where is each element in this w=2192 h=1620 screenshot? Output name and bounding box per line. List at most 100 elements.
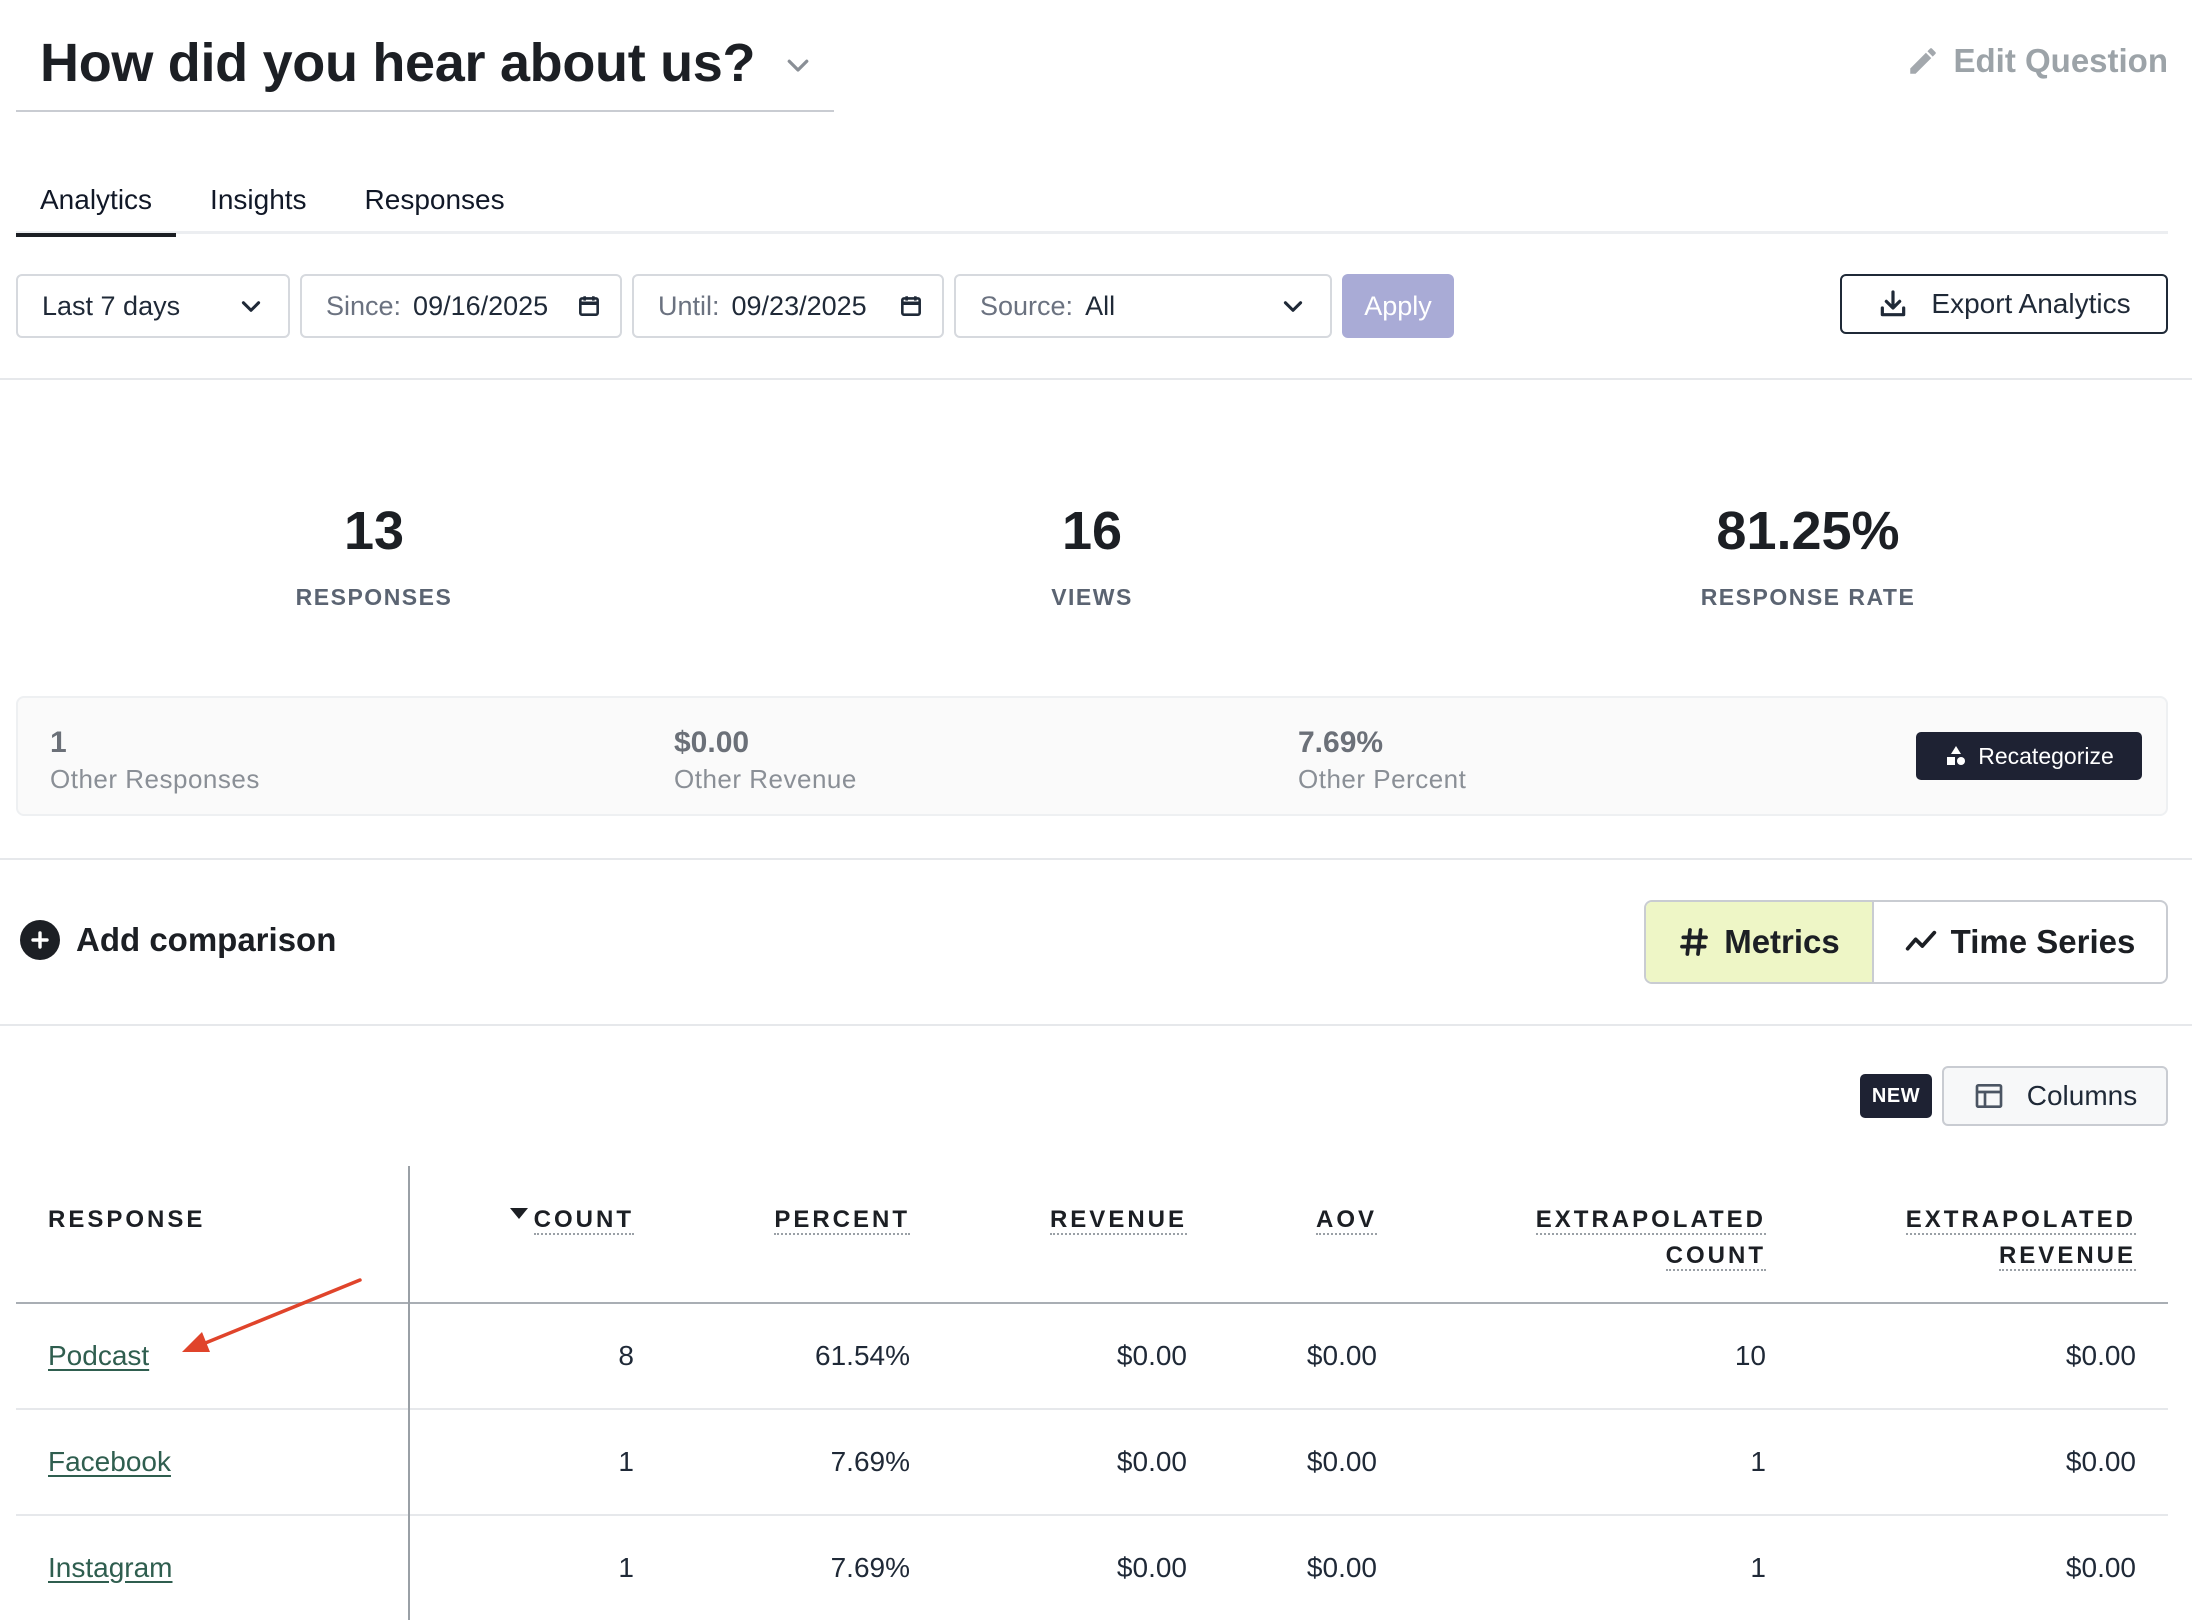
calendar-icon[interactable] xyxy=(576,293,602,319)
header-aov[interactable]: AOV xyxy=(1315,1202,1377,1238)
hash-icon xyxy=(1680,928,1709,956)
tab-bar: Analytics Insights Responses xyxy=(16,170,2168,237)
view-toggle: Metrics Time Series xyxy=(1644,900,2168,984)
export-analytics-button[interactable]: Export Analytics xyxy=(1840,274,2168,334)
header-extrapolated-count-line2: COUNT xyxy=(1665,1242,1766,1271)
aov-cell: $0.00 xyxy=(1306,1446,1377,1477)
stat-views: 16 VIEWS xyxy=(832,500,1352,611)
stat-label: VIEWS xyxy=(1051,584,1133,610)
table-header: RESPONSE COUNT PERCENT REVENUE AOV EXTRA… xyxy=(16,1166,2168,1304)
date-range-select[interactable]: Last 7 days xyxy=(16,274,290,338)
other-revenue: $0.00 Other Revenue xyxy=(674,726,857,795)
stat-response-rate: 81.25% RESPONSE RATE xyxy=(1548,500,2068,611)
recategorize-label: Recategorize xyxy=(1978,742,2114,769)
revenue-cell: $0.00 xyxy=(1116,1552,1187,1583)
header-extrapolated-revenue[interactable]: EXTRAPOLATED REVENUE xyxy=(1905,1202,2136,1274)
header-count[interactable]: COUNT xyxy=(509,1202,634,1238)
since-label: Since: xyxy=(326,290,402,321)
header-revenue[interactable]: REVENUE xyxy=(1049,1202,1187,1238)
columns-label: Columns xyxy=(2026,1080,2138,1111)
response-link[interactable]: Facebook xyxy=(48,1446,171,1477)
revenue-cell: $0.00 xyxy=(1116,1340,1187,1371)
stat-responses: 13 RESPONSES xyxy=(114,500,634,611)
revenue-cell: $0.00 xyxy=(1116,1446,1187,1477)
extrapolated-count-cell: 1 xyxy=(1750,1446,1766,1477)
new-badge: NEW xyxy=(1860,1074,1932,1118)
pencil-icon xyxy=(1909,48,1936,74)
header-percent[interactable]: PERCENT xyxy=(774,1202,910,1238)
percent-cell: 61.54% xyxy=(815,1340,910,1371)
chevron-down-icon xyxy=(241,301,261,312)
header-count-label: COUNT xyxy=(533,1206,634,1235)
other-percent: 7.69% Other Percent xyxy=(1298,726,1466,795)
chevron-down-icon xyxy=(787,59,809,72)
other-responses-label: Other Responses xyxy=(50,764,260,794)
percent-cell: 7.69% xyxy=(830,1446,910,1477)
columns-button[interactable]: Columns xyxy=(1942,1066,2168,1126)
tab-responses[interactable]: Responses xyxy=(364,184,505,215)
filter-bar: Last 7 days Since: 09/16/2025 Until: 09/… xyxy=(16,274,1454,338)
header-percent-label: PERCENT xyxy=(774,1206,910,1235)
sort-desc-icon xyxy=(509,1208,528,1219)
until-date-input[interactable]: Until: 09/23/2025 xyxy=(632,274,944,338)
other-responses-value: 1 xyxy=(50,726,67,759)
apply-button[interactable]: Apply xyxy=(1342,274,1454,338)
header-aov-label: AOV xyxy=(1315,1206,1377,1235)
other-percent-value: 7.69% xyxy=(1298,726,1384,759)
aov-cell: $0.00 xyxy=(1306,1340,1377,1371)
question-title: How did you hear about us? xyxy=(40,33,756,93)
date-range-value: Last 7 days xyxy=(42,290,181,321)
header-revenue-label: REVENUE xyxy=(1049,1206,1187,1235)
aov-cell: $0.00 xyxy=(1306,1552,1377,1583)
time-series-label: Time Series xyxy=(1950,923,2136,960)
metrics-toggle-button[interactable]: Metrics xyxy=(1646,902,1874,982)
response-link[interactable]: Instagram xyxy=(48,1552,173,1583)
header-extrapolated-count[interactable]: EXTRAPOLATED COUNT xyxy=(1535,1202,1766,1274)
since-date-input[interactable]: Since: 09/16/2025 xyxy=(300,274,622,338)
download-icon xyxy=(1881,290,1906,317)
source-select[interactable]: Source: All xyxy=(954,274,1332,338)
responses-table: RESPONSE COUNT PERCENT REVENUE AOV EXTRA… xyxy=(16,1166,2168,1620)
table-row: Instagram 1 7.69% $0.00 $0.00 1 $0.00 xyxy=(16,1516,2168,1620)
stat-value: 16 xyxy=(1061,501,1123,561)
add-comparison-button[interactable]: Add comparison xyxy=(20,920,336,960)
table-row: Podcast 8 61.54% $0.00 $0.00 10 $0.00 xyxy=(16,1304,2168,1410)
column-divider xyxy=(408,1166,410,1620)
time-series-toggle-button[interactable]: Time Series xyxy=(1874,902,2166,982)
response-link[interactable]: Podcast xyxy=(48,1340,150,1371)
edit-question-button[interactable]: Edit Question xyxy=(1906,42,2168,80)
other-revenue-value: $0.00 xyxy=(674,726,750,759)
other-summary-panel: 1 Other Responses $0.00 Other Revenue 7.… xyxy=(16,696,2168,816)
tab-insights[interactable]: Insights xyxy=(210,184,307,215)
divider xyxy=(0,378,2192,380)
question-title-dropdown[interactable]: How did you hear about us? xyxy=(16,22,834,112)
extrapolated-revenue-cell: $0.00 xyxy=(2065,1340,2136,1371)
extrapolated-count-cell: 1 xyxy=(1750,1552,1766,1583)
trend-line-icon xyxy=(1905,930,1936,951)
divider xyxy=(0,858,2192,860)
stat-label: RESPONSE RATE xyxy=(1700,584,1916,610)
add-comparison-label: Add comparison xyxy=(76,921,337,958)
recategorize-button[interactable]: Recategorize xyxy=(1916,732,2142,780)
table-row: Facebook 1 7.69% $0.00 $0.00 1 $0.00 xyxy=(16,1410,2168,1516)
until-value: 09/23/2025 xyxy=(731,290,867,321)
since-value: 09/16/2025 xyxy=(413,290,549,321)
count-cell: 1 xyxy=(618,1446,634,1477)
other-percent-label: Other Percent xyxy=(1298,764,1467,794)
tab-analytics[interactable]: Analytics xyxy=(16,170,177,237)
header-extrapolated-revenue-line2: REVENUE xyxy=(1998,1242,2136,1271)
stat-label: RESPONSES xyxy=(295,584,453,610)
stat-value: 13 xyxy=(343,501,405,561)
table-columns-icon xyxy=(1975,1084,2003,1108)
other-responses: 1 Other Responses xyxy=(50,726,260,795)
header-response[interactable]: RESPONSE xyxy=(48,1202,205,1238)
count-cell: 8 xyxy=(618,1340,634,1371)
source-value: All xyxy=(1085,290,1116,321)
header-extrapolated-count-line1: EXTRAPOLATED xyxy=(1535,1206,1766,1235)
calendar-icon[interactable] xyxy=(898,293,924,319)
divider xyxy=(0,1024,2192,1026)
shapes-icon xyxy=(1947,746,1966,765)
other-revenue-label: Other Revenue xyxy=(674,764,857,794)
count-cell: 1 xyxy=(618,1552,634,1583)
header-extrapolated-revenue-line1: EXTRAPOLATED xyxy=(1905,1206,2136,1235)
